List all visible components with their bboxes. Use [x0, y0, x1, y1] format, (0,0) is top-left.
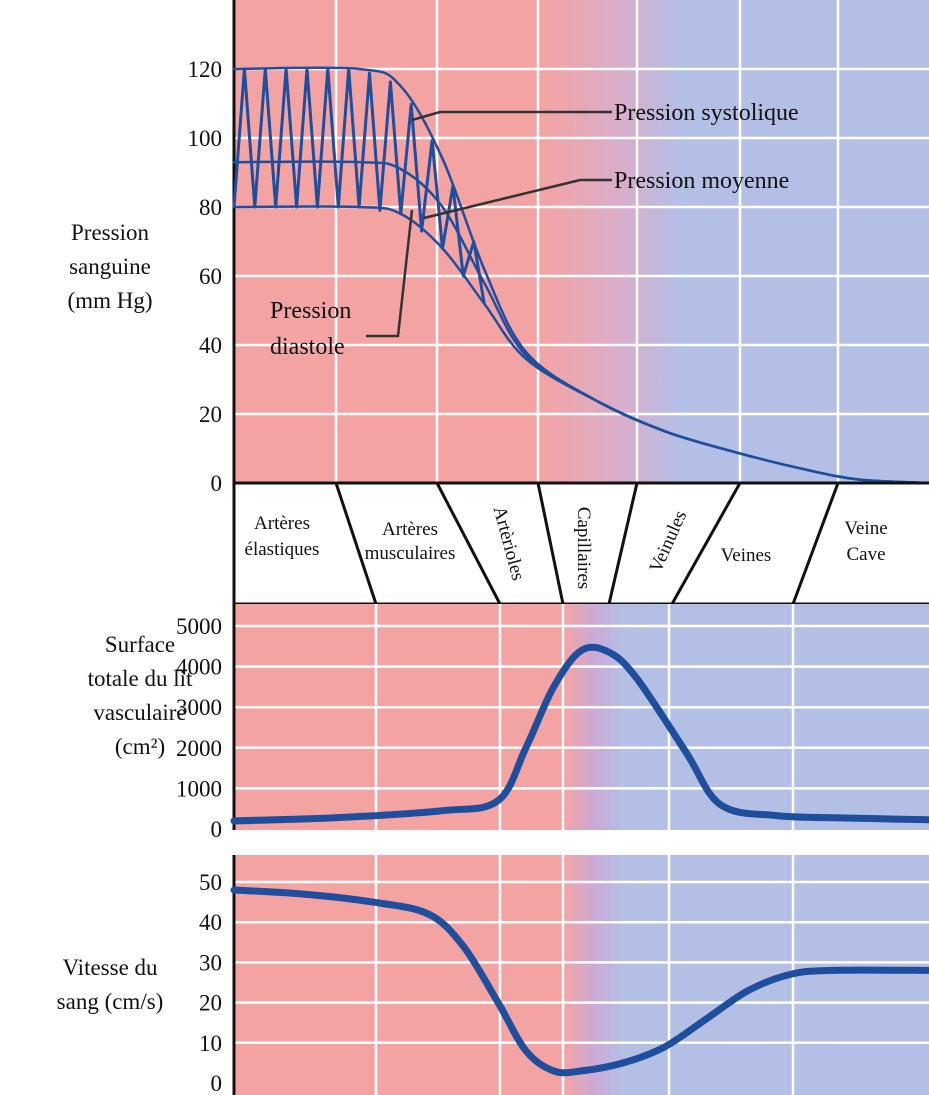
y-tick-label: 60 [199, 264, 222, 289]
velocity-series [230, 886, 929, 1077]
y-tick-label: 0 [211, 471, 223, 496]
segment-label-5: Veines [721, 545, 772, 566]
y-axis-label-line: sanguine [69, 254, 151, 279]
y-tick-label: 50 [199, 870, 222, 895]
velocity-y-label: Vitesse du sang (cm/s) [57, 955, 164, 1014]
velocity-grid [232, 855, 929, 1095]
y-tick-label: 40 [199, 910, 222, 935]
surface-y-label: Surface totale du lit vasculaire (cm²) [88, 632, 193, 759]
segment-label-text: Artères [382, 519, 438, 540]
pressure-series [232, 66, 929, 485]
y-tick-label: 80 [199, 195, 222, 220]
pressure-y-label: Pression sanguine (mm Hg) [68, 220, 153, 313]
segment-label-text: Cave [846, 544, 885, 565]
surface-panel: 5000 4000 3000 2000 1000 0 Surface totale du l… [88, 604, 929, 842]
segment-label-1: Artères musculaires [365, 519, 456, 564]
segment-label-text: Veine [844, 518, 887, 539]
pressure-grid [232, 0, 929, 483]
y-axis-label-line: totale du lit [88, 666, 193, 691]
segment-band-background [234, 483, 929, 604]
leader-line-systolic [411, 110, 612, 122]
segment-divider [334, 482, 378, 605]
segment-divider [536, 482, 565, 605]
pressure-plot-background [234, 0, 929, 483]
y-tick-label: 1000 [176, 776, 222, 801]
pressure-y-ticks: 120 100 80 60 40 20 0 [188, 57, 223, 496]
segment-label-text: Capillaires [573, 507, 594, 589]
y-tick-label: 4000 [176, 655, 222, 680]
pressure-annotations: Pression systolique Pression moyenne Press… [270, 100, 799, 360]
segment-label-text: élastiques [245, 539, 320, 560]
series-line-series-0 [230, 886, 929, 1077]
leader-line-diastole [366, 209, 414, 338]
segment-divider [791, 482, 840, 605]
segment-divider [607, 482, 639, 605]
annotation-diastole-line-2: diastole [270, 334, 345, 360]
y-tick-label: 2000 [176, 736, 222, 761]
surface-grid [232, 604, 929, 830]
y-tick-label: 5000 [176, 614, 222, 639]
series-line-series-0 [230, 643, 929, 825]
segment-label-0: Artères élastiques [245, 513, 320, 560]
y-tick-label: 0 [211, 1071, 223, 1095]
segment-label-text: Veines [721, 545, 772, 566]
annotation-diastole-line-1: Pression [270, 298, 351, 324]
segment-label-6: Veine Cave [844, 518, 887, 565]
segment-divider [670, 482, 742, 605]
y-tick-label: 20 [199, 402, 222, 427]
y-tick-label: 3000 [176, 695, 222, 720]
y-axis-label-line: vasculaire [93, 700, 186, 725]
velocity-y-ticks: 50 40 30 20 10 0 [199, 870, 222, 1095]
segment-divider [435, 482, 502, 605]
y-tick-label: 10 [199, 1031, 222, 1056]
velocity-panel: 50 40 30 20 10 0 Vitesse du sang (cm/s) [57, 855, 929, 1095]
y-tick-label: 20 [199, 991, 222, 1016]
surface-plot-background [234, 604, 929, 830]
velocity-plot-background [234, 855, 929, 1095]
segment-label-text: musculaires [365, 543, 456, 564]
series-line-pression-diastole [232, 205, 929, 485]
y-tick-label: 40 [199, 333, 222, 358]
y-axis-label-line: sang (cm/s) [57, 989, 164, 1014]
y-axis-label-line: (mm Hg) [68, 288, 153, 313]
leader-line-mean [423, 178, 612, 220]
segment-dividers [334, 482, 840, 605]
y-axis-label-line: Surface [105, 632, 175, 657]
surface-series [230, 643, 929, 825]
annotation-systolic: Pression systolique [614, 100, 799, 126]
y-tick-label: 100 [188, 126, 223, 151]
y-axis-label-line: Vitesse du [62, 955, 158, 980]
y-tick-label: 120 [188, 57, 223, 82]
y-axis-label-line: Pression [71, 220, 149, 245]
y-axis-label-line: (cm²) [115, 734, 165, 759]
segment-label-3: Capillaires [573, 507, 594, 589]
annotation-mean: Pression moyenne [614, 168, 789, 194]
segment-label-text: Artères [254, 513, 310, 534]
surface-y-ticks: 5000 4000 3000 2000 1000 0 [176, 614, 222, 842]
y-tick-label: 0 [211, 817, 223, 842]
y-tick-label: 30 [199, 950, 222, 975]
